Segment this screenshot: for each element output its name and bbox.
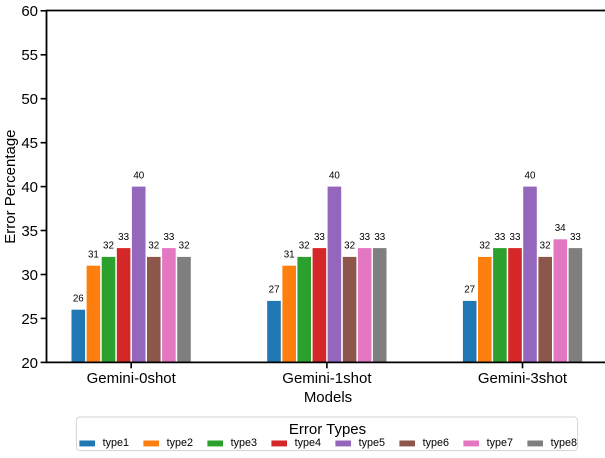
svg-text:30: 30	[21, 267, 38, 284]
svg-text:45: 45	[21, 135, 38, 152]
svg-text:34: 34	[555, 223, 566, 234]
svg-text:25: 25	[21, 311, 38, 328]
svg-text:20: 20	[21, 355, 38, 372]
svg-text:Models: Models	[304, 389, 352, 406]
svg-text:32: 32	[103, 241, 114, 252]
svg-text:40: 40	[525, 170, 536, 181]
svg-text:32: 32	[179, 241, 190, 252]
svg-text:33: 33	[374, 232, 385, 243]
svg-text:32: 32	[344, 241, 355, 252]
svg-text:type2: type2	[167, 437, 193, 449]
svg-text:40: 40	[21, 179, 38, 196]
svg-text:27: 27	[269, 285, 280, 296]
svg-text:31: 31	[284, 249, 295, 260]
svg-text:40: 40	[329, 170, 340, 181]
svg-text:33: 33	[570, 232, 581, 243]
svg-text:33: 33	[118, 232, 129, 243]
svg-text:type4: type4	[295, 437, 321, 449]
svg-text:27: 27	[464, 285, 475, 296]
svg-text:Gemini-0shot: Gemini-0shot	[87, 370, 177, 387]
svg-text:50: 50	[21, 91, 38, 108]
svg-text:32: 32	[299, 241, 310, 252]
svg-text:35: 35	[21, 223, 38, 240]
svg-text:type6: type6	[423, 437, 449, 449]
svg-text:32: 32	[540, 241, 551, 252]
svg-text:type5: type5	[359, 437, 385, 449]
svg-text:60: 60	[21, 3, 38, 20]
svg-text:Error Types: Error Types	[289, 421, 366, 438]
svg-text:Gemini-1shot: Gemini-1shot	[282, 370, 372, 387]
svg-text:26: 26	[73, 293, 84, 304]
svg-text:Gemini-3shot: Gemini-3shot	[478, 370, 568, 387]
svg-text:55: 55	[21, 47, 38, 64]
svg-text:type1: type1	[103, 437, 129, 449]
svg-text:40: 40	[133, 170, 144, 181]
svg-text:33: 33	[314, 232, 325, 243]
svg-text:type8: type8	[551, 437, 577, 449]
svg-text:33: 33	[163, 232, 174, 243]
svg-text:31: 31	[88, 249, 99, 260]
svg-text:33: 33	[359, 232, 370, 243]
svg-text:32: 32	[148, 241, 159, 252]
svg-text:33: 33	[510, 232, 521, 243]
svg-text:33: 33	[494, 232, 505, 243]
svg-text:type7: type7	[487, 437, 513, 449]
svg-text:type3: type3	[231, 437, 257, 449]
svg-text:32: 32	[479, 241, 490, 252]
svg-text:Error Percentage: Error Percentage	[2, 129, 19, 243]
